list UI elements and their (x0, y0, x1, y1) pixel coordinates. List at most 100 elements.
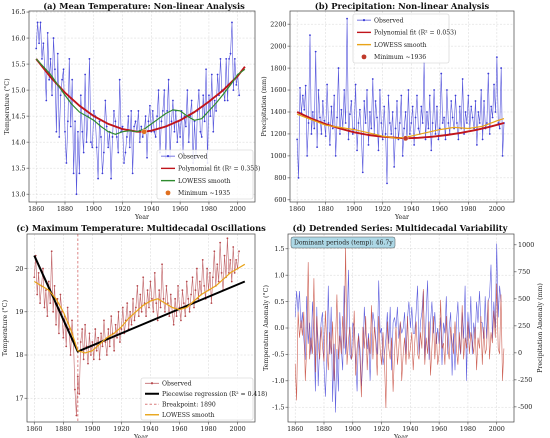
data-point (378, 89, 381, 91)
data-point (407, 89, 410, 91)
data-point (331, 127, 334, 130)
data-point (228, 57, 230, 60)
data-point (78, 172, 81, 175)
data-point (49, 57, 52, 60)
data-point (187, 297, 190, 300)
x-tick-label: 1960 (171, 425, 187, 433)
data-point (400, 94, 403, 97)
legend-label: Polynomial fit (R² = 0.053) (374, 30, 456, 37)
y-tick-label: 20 (15, 265, 23, 273)
x-tick-label: 1880 (57, 205, 73, 213)
legend-item: Polynomial fit (R² = 0.053) (357, 30, 456, 37)
x-tick-label: 1900 (345, 425, 361, 433)
data-point (75, 414, 78, 417)
data-point (141, 136, 144, 138)
data-point (427, 127, 430, 130)
legend-item: Minimum ~1936 (361, 54, 426, 61)
data-point (303, 108, 306, 111)
data-point (89, 354, 92, 356)
data-point (43, 306, 46, 309)
x-tick-label: 1880 (316, 425, 332, 433)
data-point (98, 358, 101, 361)
data-point (166, 110, 169, 112)
data-point (370, 127, 373, 130)
data-point (62, 336, 65, 339)
legend-box (352, 13, 450, 64)
x-tick-label: 1940 (402, 425, 418, 433)
y-tick-label: 0.5 (274, 298, 284, 306)
data-point (306, 154, 309, 157)
data-point (177, 284, 179, 287)
data-point (324, 135, 327, 138)
legend-label: Minimum ~1935 (178, 190, 230, 197)
data-point (197, 297, 200, 300)
data-point (420, 105, 423, 108)
data-point (188, 310, 191, 313)
data-point (471, 116, 474, 119)
data-point (82, 151, 85, 154)
x-tick-label: 1940 (142, 425, 158, 433)
series-line-0 (35, 22, 240, 195)
data-point (161, 263, 163, 266)
x-tick-label: 1880 (318, 205, 334, 213)
data-point (440, 72, 443, 75)
data-point (410, 122, 413, 124)
data-point (54, 68, 56, 71)
data-point (211, 276, 214, 279)
data-point (135, 306, 137, 309)
x-tick-label: 1860 (289, 205, 305, 213)
data-point (136, 284, 139, 287)
data-point (230, 280, 233, 283)
legend-label: Observed (162, 380, 192, 387)
data-point (416, 94, 418, 97)
legend-item: Observed (357, 17, 404, 24)
x-tick-label: 1900 (346, 205, 362, 213)
y-tick-label: 13.5 (11, 164, 25, 172)
data-point (466, 122, 468, 124)
data-point (131, 172, 134, 175)
data-point (156, 115, 159, 118)
data-point (144, 115, 147, 118)
chart-panel-1: 1860 1880 1900 1920 1940 1960 1980 2000 600 800 10… (261, 1, 515, 221)
data-point (44, 289, 47, 292)
x-tick-label: 1940 (143, 205, 159, 213)
data-point (186, 89, 189, 92)
data-point (339, 133, 341, 135)
data-point (107, 146, 110, 149)
data-point (317, 89, 320, 91)
data-point (84, 323, 86, 326)
data-point (344, 122, 347, 124)
data-point (58, 136, 61, 138)
data-point (398, 122, 401, 124)
data-point (219, 241, 222, 244)
smooth-line (35, 58, 246, 135)
data-point (92, 358, 95, 361)
data-point (59, 94, 62, 97)
data-point (433, 89, 436, 91)
legend: Observed Polynomial fit (R² = 0.353) LOWES… (156, 149, 260, 200)
legend-item: LOWESS smooth (145, 412, 215, 419)
data-point (388, 122, 391, 124)
data-point (158, 289, 161, 292)
data-point (160, 120, 163, 123)
data-point (69, 125, 72, 128)
data-point (197, 89, 200, 92)
data-point (42, 42, 45, 45)
data-point (356, 149, 358, 152)
y-right-tick-label: -500 (518, 403, 532, 411)
y-right-axis-label: Precipitation Anomaly (mm) (537, 283, 544, 373)
data-point (142, 276, 145, 279)
data-point (226, 99, 229, 102)
data-point (61, 78, 64, 81)
legend-marker (166, 155, 170, 158)
data-point (132, 297, 134, 300)
data-point (203, 120, 206, 123)
data-point (309, 34, 311, 37)
data-point (209, 115, 212, 118)
data-point (121, 125, 124, 128)
data-point (223, 254, 226, 257)
data-point (172, 323, 175, 326)
data-point (110, 177, 112, 180)
data-point (209, 271, 211, 274)
legend-item: Breakpoint: 1890 (145, 401, 216, 408)
